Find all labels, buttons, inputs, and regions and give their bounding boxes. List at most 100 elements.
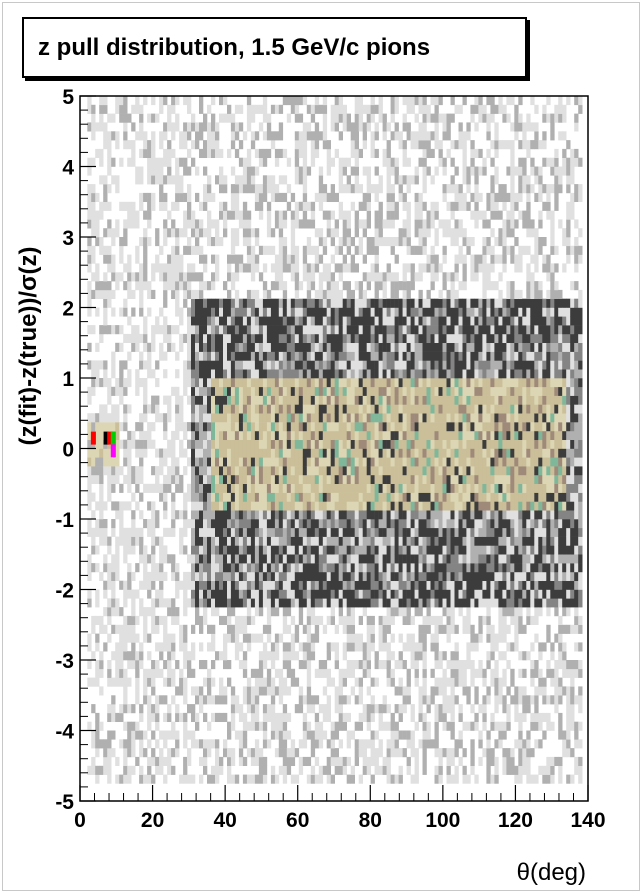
heatmap-bin <box>187 774 192 784</box>
heatmap-bin <box>270 192 276 203</box>
heatmap-bin <box>318 342 324 352</box>
heatmap-bin <box>167 527 172 537</box>
heatmap-bin <box>270 589 276 599</box>
heatmap-bin <box>127 439 132 449</box>
heatmap-bin <box>211 316 216 326</box>
heatmap-bin <box>438 519 443 529</box>
heatmap-bin <box>414 140 419 150</box>
heatmap-bin <box>262 483 268 493</box>
heatmap-bin <box>282 756 288 767</box>
heatmap-bin <box>418 342 423 352</box>
heatmap-bin <box>195 492 200 502</box>
heatmap-bin <box>159 307 164 317</box>
heatmap-bin <box>398 730 403 740</box>
heatmap-bin <box>430 245 435 255</box>
heatmap-bin <box>298 148 304 159</box>
heatmap-bin <box>426 113 431 123</box>
heatmap-bin <box>234 342 240 352</box>
heatmap-bin <box>330 369 335 379</box>
heatmap-bin <box>227 563 232 573</box>
heatmap-bin <box>378 712 383 723</box>
heatmap-bin <box>87 571 92 582</box>
heatmap-bin <box>438 624 443 634</box>
heatmap-bin <box>179 175 184 185</box>
heatmap-bin <box>270 651 276 661</box>
heatmap-bin <box>334 122 339 132</box>
heatmap-bin <box>414 765 419 775</box>
heatmap-bin <box>254 748 260 758</box>
heatmap-bin <box>223 633 228 643</box>
heatmap-bin <box>386 615 391 626</box>
heatmap-bin <box>278 563 284 573</box>
heatmap-bin <box>159 554 164 564</box>
heatmap-bin <box>374 325 379 335</box>
heatmap-bin <box>258 395 264 405</box>
heatmap-bin <box>175 739 180 749</box>
heatmap-bin <box>402 536 407 546</box>
heatmap-bin <box>143 316 148 326</box>
heatmap-bin <box>227 510 232 520</box>
heatmap-bin <box>262 413 268 423</box>
heatmap-bin <box>223 554 228 564</box>
heatmap-bin <box>286 598 292 608</box>
heatmap-bin <box>171 245 176 255</box>
heatmap-bin <box>286 571 292 582</box>
heatmap-bin <box>294 201 300 211</box>
heatmap-bin <box>163 96 168 106</box>
heatmap-bin <box>95 677 100 687</box>
heatmap-bin <box>322 448 328 458</box>
heatmap-bin <box>402 404 407 414</box>
heatmap-bin <box>211 598 216 608</box>
heatmap-bin <box>438 589 443 599</box>
heatmap-bin <box>278 316 284 326</box>
heatmap-bin <box>334 369 339 379</box>
heatmap-bin <box>223 430 228 441</box>
heatmap-bin <box>442 483 447 493</box>
heatmap-bin <box>438 598 443 608</box>
heatmap-bin <box>302 598 308 608</box>
heatmap-bin <box>143 571 148 582</box>
heatmap-bin <box>286 756 292 767</box>
heatmap-bin <box>334 642 339 652</box>
heatmap-bin <box>143 668 148 678</box>
heatmap-bin <box>314 448 320 458</box>
heatmap-bin <box>298 113 304 123</box>
heatmap-bin <box>346 219 351 229</box>
heatmap-bin <box>322 501 328 511</box>
heatmap-bin <box>354 721 359 731</box>
heatmap-bin <box>290 351 296 361</box>
heatmap-bin <box>398 519 403 529</box>
heatmap-bin <box>334 325 339 335</box>
heatmap-bin <box>211 501 216 511</box>
heatmap-bin <box>143 686 148 696</box>
heatmap-bin <box>179 774 184 784</box>
heatmap-bin <box>219 395 224 405</box>
heatmap-bin <box>290 413 296 423</box>
heatmap-bin <box>238 730 244 740</box>
heatmap-bin <box>442 430 447 441</box>
heatmap-bin <box>199 378 204 388</box>
heatmap-bin <box>115 281 120 291</box>
heatmap-bin <box>418 298 423 308</box>
heatmap-bin <box>115 378 120 388</box>
heatmap-bin <box>207 298 212 308</box>
heatmap-bin <box>290 96 296 106</box>
heatmap-bin <box>187 457 192 467</box>
heatmap-bin <box>171 492 176 502</box>
heatmap-bin <box>183 122 188 132</box>
heatmap-bin <box>175 289 180 300</box>
heatmap-bin <box>398 342 403 352</box>
heatmap-bin <box>179 624 184 634</box>
heatmap-bin <box>270 378 276 388</box>
heatmap-bin <box>262 457 268 467</box>
heatmap-bin <box>123 668 128 678</box>
heatmap-bin <box>378 545 383 555</box>
heatmap-bin <box>378 404 383 414</box>
heatmap-bin <box>302 369 308 379</box>
heatmap-bin <box>446 598 451 608</box>
heatmap-bin <box>171 642 176 652</box>
heatmap-bin <box>422 563 427 573</box>
heatmap-bin <box>238 501 244 511</box>
heatmap-bin <box>338 448 343 458</box>
heatmap-bin <box>91 210 96 220</box>
